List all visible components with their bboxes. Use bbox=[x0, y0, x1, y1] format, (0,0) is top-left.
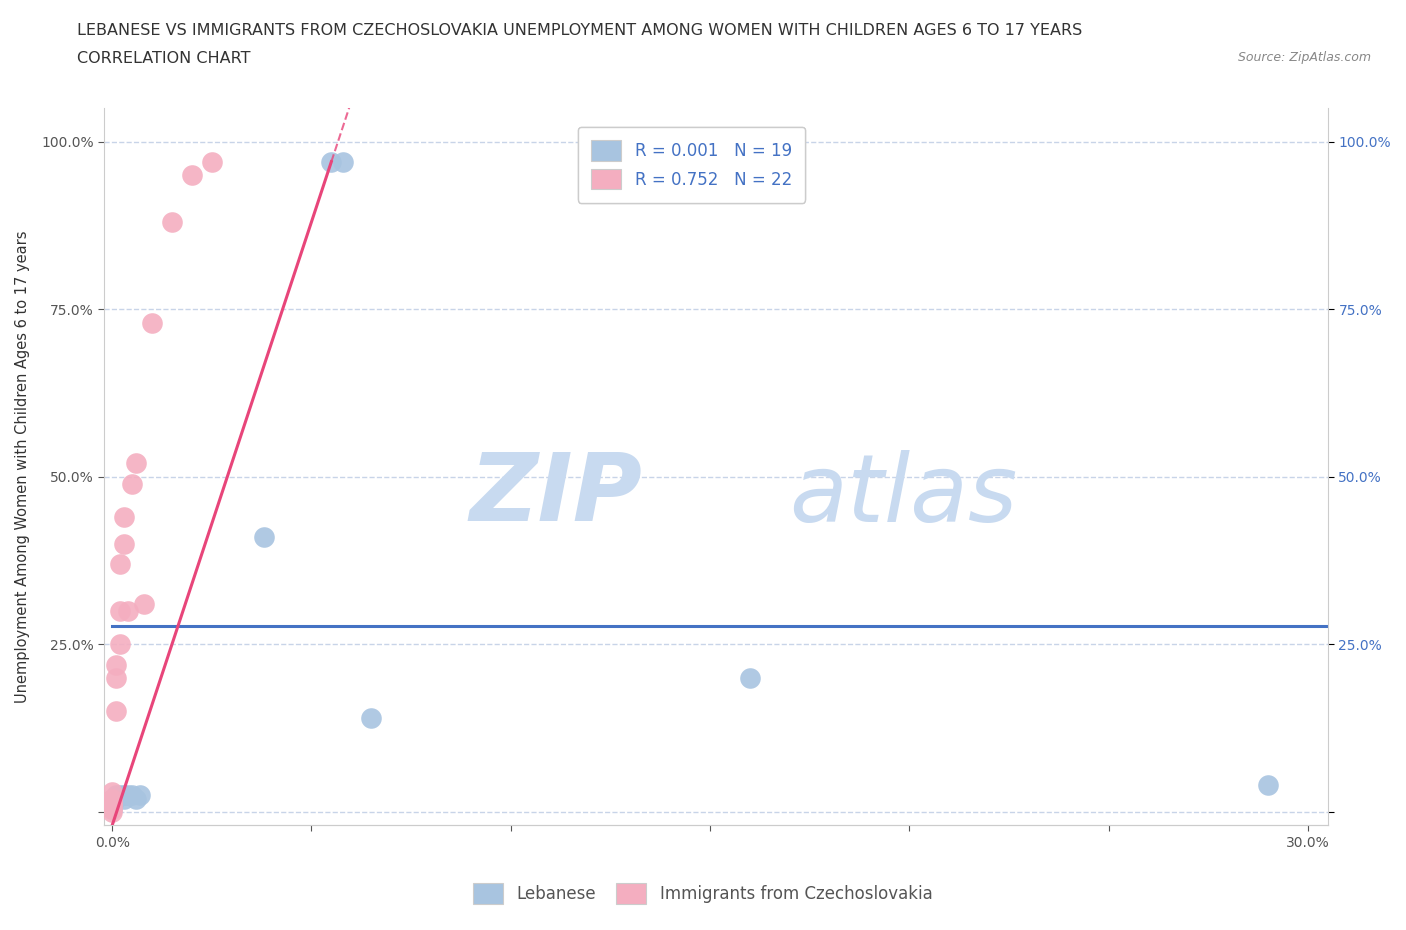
Legend: R = 0.001   N = 19, R = 0.752   N = 22: R = 0.001 N = 19, R = 0.752 N = 22 bbox=[578, 127, 806, 203]
Point bbox=[105, 788, 128, 803]
Point bbox=[101, 794, 124, 809]
Point bbox=[108, 604, 131, 618]
Point bbox=[101, 791, 124, 806]
Point bbox=[129, 788, 152, 803]
Point bbox=[112, 510, 135, 525]
Point bbox=[117, 604, 139, 618]
Point bbox=[160, 215, 183, 230]
Point bbox=[101, 798, 124, 813]
Text: Source: ZipAtlas.com: Source: ZipAtlas.com bbox=[1237, 51, 1371, 64]
Point bbox=[321, 154, 343, 169]
Point bbox=[105, 671, 128, 685]
Point bbox=[101, 798, 124, 813]
Point bbox=[180, 167, 202, 182]
Point bbox=[117, 788, 139, 803]
Text: CORRELATION CHART: CORRELATION CHART bbox=[77, 51, 250, 66]
Point bbox=[101, 802, 124, 817]
Text: LEBANESE VS IMMIGRANTS FROM CZECHOSLOVAKIA UNEMPLOYMENT AMONG WOMEN WITH CHILDRE: LEBANESE VS IMMIGRANTS FROM CZECHOSLOVAK… bbox=[77, 23, 1083, 38]
Point bbox=[121, 788, 143, 803]
Point bbox=[738, 671, 761, 685]
Point bbox=[105, 704, 128, 719]
Point bbox=[101, 802, 124, 817]
Point bbox=[112, 788, 135, 803]
Point bbox=[101, 794, 124, 809]
Point bbox=[252, 530, 274, 545]
Point bbox=[1257, 777, 1279, 792]
Point bbox=[108, 788, 131, 803]
Point bbox=[108, 637, 131, 652]
Point bbox=[112, 791, 135, 806]
Point bbox=[201, 154, 224, 169]
Point bbox=[360, 711, 382, 725]
Point bbox=[101, 791, 124, 806]
Point bbox=[101, 785, 124, 800]
Text: ZIP: ZIP bbox=[470, 449, 643, 541]
Point bbox=[112, 537, 135, 551]
Text: atlas: atlas bbox=[790, 450, 1018, 541]
Point bbox=[132, 597, 155, 612]
Point bbox=[125, 456, 148, 471]
Point bbox=[108, 556, 131, 571]
Point bbox=[125, 791, 148, 806]
Point bbox=[105, 791, 128, 806]
Point bbox=[105, 658, 128, 672]
Point bbox=[101, 804, 124, 819]
Point bbox=[121, 476, 143, 491]
Point bbox=[332, 154, 354, 169]
Y-axis label: Unemployment Among Women with Children Ages 6 to 17 years: Unemployment Among Women with Children A… bbox=[15, 231, 30, 703]
Point bbox=[141, 315, 163, 330]
Legend: Lebanese, Immigrants from Czechoslovakia: Lebanese, Immigrants from Czechoslovakia bbox=[460, 870, 946, 917]
